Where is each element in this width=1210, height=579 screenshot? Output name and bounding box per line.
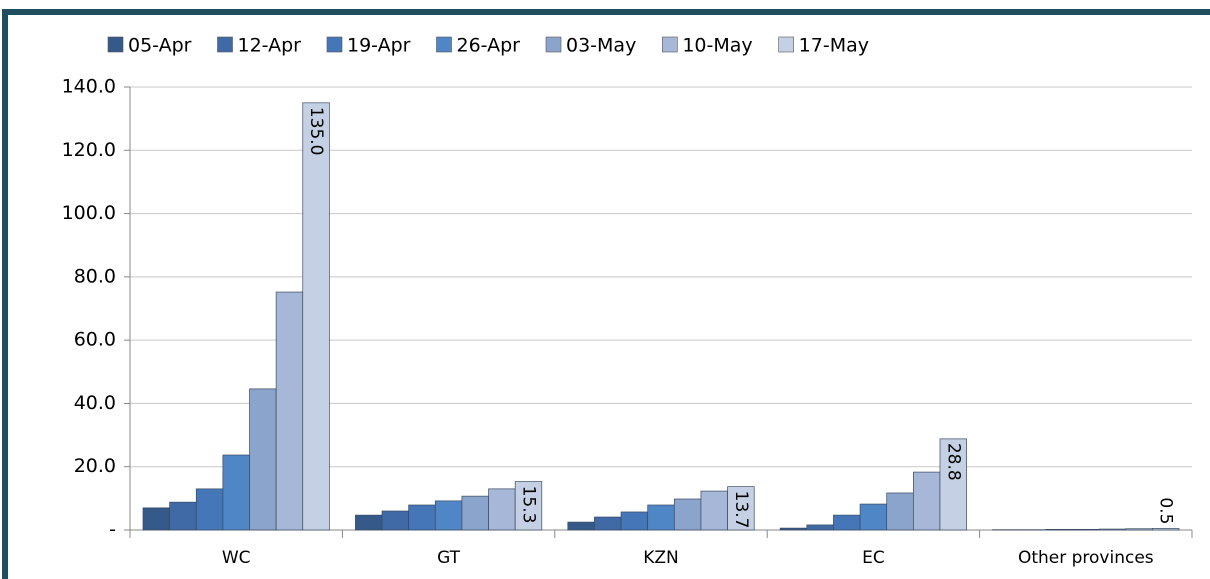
- y-tick-label: 120.0: [62, 139, 116, 161]
- y-tick-label: 20.0: [74, 455, 116, 477]
- legend-swatch: [436, 36, 452, 53]
- bar: [514, 481, 543, 531]
- bar: [169, 501, 197, 531]
- bar: [408, 504, 436, 531]
- x-tick-label: Other provinces: [1018, 548, 1154, 568]
- bar: [355, 514, 383, 531]
- bar: [1125, 528, 1153, 531]
- bar: [222, 454, 250, 531]
- bar: [142, 507, 170, 531]
- y-tick-label: 40.0: [74, 392, 116, 414]
- legend-label: 19-Apr: [347, 35, 411, 57]
- frame: [2, 9, 1210, 579]
- legend-label: 17-May: [799, 35, 869, 57]
- bar: [700, 490, 728, 531]
- legend-swatch: [217, 36, 233, 53]
- bar: [195, 488, 224, 531]
- bar: [727, 486, 755, 531]
- y-tick-label: 60.0: [74, 329, 116, 351]
- bar: [1072, 529, 1100, 531]
- data-label: 15.3: [518, 486, 538, 524]
- y-tick-label: 80.0: [74, 265, 116, 287]
- y-tick-label: -: [109, 519, 116, 541]
- y-tick-label: 140.0: [62, 76, 116, 98]
- x-tick-label: WC: [222, 548, 251, 568]
- x-tick-label: GT: [437, 548, 461, 568]
- bar: [939, 438, 967, 531]
- bar: [434, 500, 463, 531]
- bar: [833, 514, 861, 531]
- data-label: 28.8: [943, 443, 963, 481]
- bar: [673, 498, 702, 531]
- bar: [647, 504, 675, 531]
- bar: [594, 516, 622, 531]
- bar: [249, 388, 277, 531]
- bar: [567, 521, 595, 531]
- bar: [1045, 529, 1073, 531]
- legend-label: 03-May: [566, 35, 636, 57]
- legend-swatch: [326, 36, 343, 53]
- bar: [302, 102, 330, 531]
- legend-label: 26-Apr: [457, 35, 521, 57]
- bar: [912, 471, 941, 531]
- bar: [1098, 528, 1127, 531]
- bar: [779, 527, 808, 531]
- legend-label: 12-Apr: [238, 35, 302, 57]
- bar: [620, 511, 649, 531]
- legend-swatch: [107, 36, 124, 53]
- legend-swatch: [778, 36, 794, 53]
- bar: [806, 524, 834, 531]
- bar: [488, 488, 516, 531]
- legend-swatch: [545, 36, 562, 53]
- bar: [886, 492, 914, 531]
- bar: [461, 495, 489, 531]
- data-label: 13.7: [731, 491, 751, 529]
- x-tick-label: EC: [862, 548, 885, 568]
- legend-swatch: [662, 36, 678, 53]
- data-label: 135.0: [306, 107, 326, 156]
- legend-label: 10-May: [682, 35, 752, 57]
- bar: [381, 510, 410, 531]
- bar: [1152, 528, 1180, 531]
- x-tick-label: KZN: [643, 548, 679, 568]
- bar: [275, 291, 304, 531]
- legend-label: 05-Apr: [128, 35, 192, 57]
- y-tick-label: 100.0: [62, 202, 116, 224]
- data-label: 0.5: [1156, 497, 1176, 524]
- bar: [859, 503, 888, 531]
